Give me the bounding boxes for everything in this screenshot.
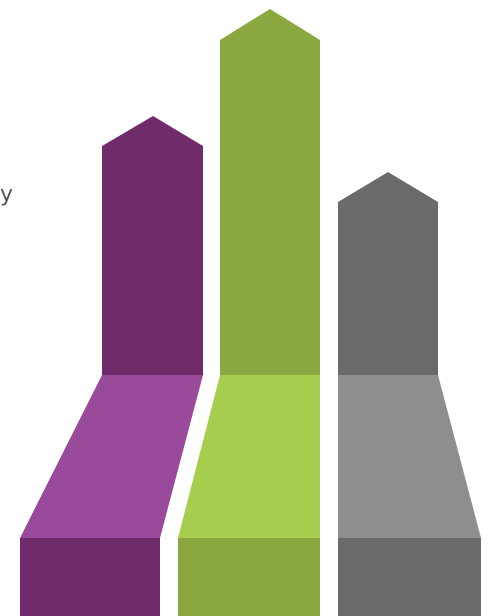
gray-base (338, 538, 481, 616)
gray-arrow-shaft (338, 172, 438, 375)
purple-base (20, 538, 160, 616)
edge-text-fragment: y (0, 182, 14, 207)
purple-arrow-shaft (102, 116, 203, 375)
gray-ramp (338, 375, 481, 538)
purple-ramp (20, 375, 203, 538)
green-arrow-shaft (220, 9, 320, 375)
green-ramp (178, 375, 320, 538)
green-base (178, 538, 320, 616)
